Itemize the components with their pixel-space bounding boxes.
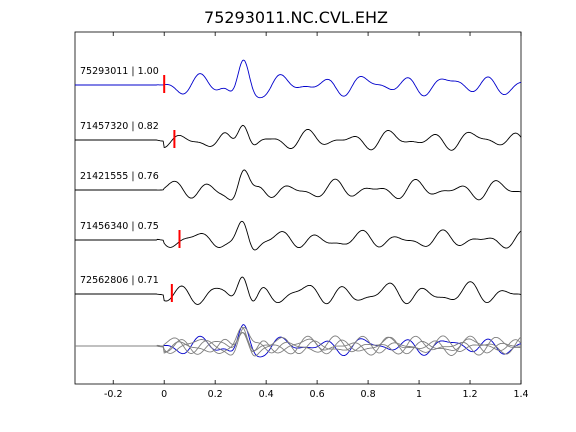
trace-label: 72562806 | 0.71 (80, 275, 159, 286)
x-tick-label: 0.4 (259, 389, 274, 400)
trace-label: 75293011 | 1.00 (80, 66, 159, 77)
overlay-line (75, 327, 522, 356)
trace-labels: 75293011 | 1.00 71457320 | 0.82 21421555 |… (80, 66, 159, 286)
trace-line (75, 169, 522, 201)
trace-label: 71457320 | 0.82 (80, 121, 159, 132)
trace-label: 71456340 | 0.75 (80, 221, 159, 232)
plot-frame (74, 31, 522, 385)
trace-line (75, 59, 522, 99)
x-tick-label: 0.6 (310, 389, 325, 400)
x-tick-label: 0.2 (208, 389, 223, 400)
x-tick-label: 1.2 (462, 389, 477, 400)
trace-line (75, 276, 522, 305)
trace-label: 21421555 | 0.76 (80, 171, 159, 182)
pick-markers (163, 75, 181, 302)
overlay-line (75, 324, 522, 358)
trace-stack (75, 59, 522, 305)
overlay-stack (75, 324, 522, 358)
x-tick-label: 0 (161, 389, 167, 400)
trace-line (75, 124, 522, 151)
overlay-line (75, 332, 522, 355)
x-tick-label: 1.4 (513, 389, 528, 400)
x-axis: -0.2 0 0.2 0.4 0.6 0.8 1 1.2 1.4 (104, 32, 529, 400)
x-tick-label: 0.8 (361, 389, 376, 400)
overlay-line (75, 326, 522, 357)
x-tick-label: -0.2 (104, 389, 123, 400)
trace-line (75, 220, 522, 251)
chart-title: 75293011.NC.CVL.EHZ (204, 8, 388, 27)
x-tick-label: 1 (416, 389, 422, 400)
